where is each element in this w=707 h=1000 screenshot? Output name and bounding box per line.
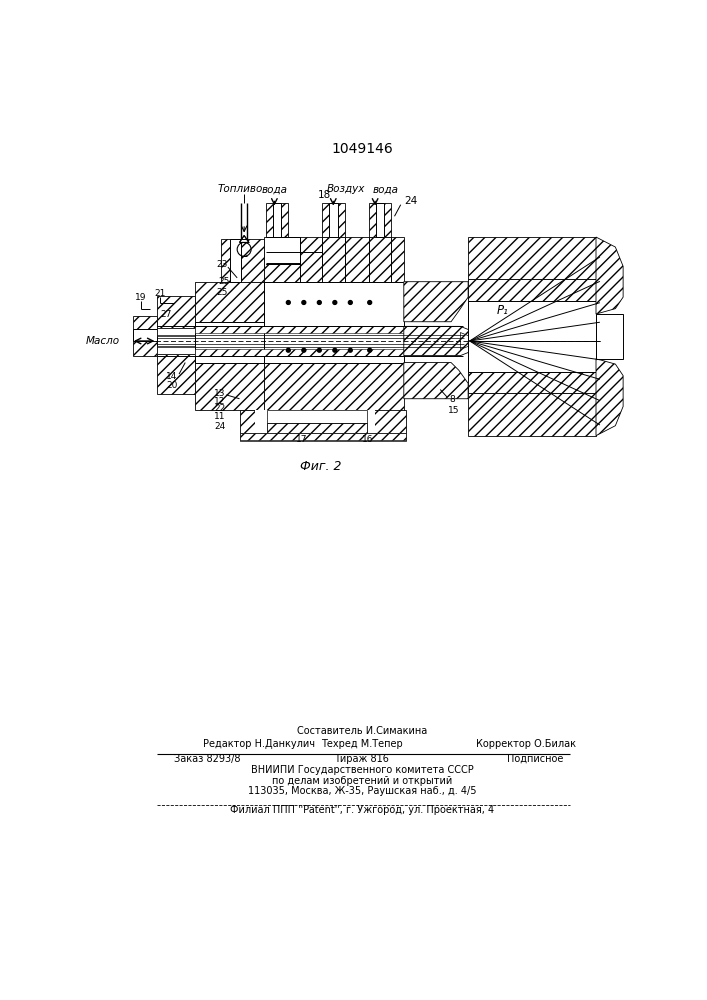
- Text: 15: 15: [448, 406, 460, 415]
- Circle shape: [349, 301, 352, 304]
- Text: 21: 21: [155, 289, 166, 298]
- Bar: [221, 239, 264, 282]
- Polygon shape: [404, 282, 468, 322]
- Bar: [240, 433, 406, 440]
- Text: 23: 23: [217, 260, 228, 269]
- Bar: [158, 346, 194, 354]
- Bar: [468, 372, 596, 393]
- Bar: [468, 237, 596, 279]
- Bar: [132, 329, 158, 341]
- Bar: [266, 237, 300, 264]
- Polygon shape: [460, 333, 469, 349]
- Bar: [240, 410, 406, 433]
- Bar: [158, 328, 194, 336]
- Text: 13: 13: [214, 389, 226, 398]
- Text: Воздух: Воздух: [327, 184, 365, 194]
- Circle shape: [368, 301, 372, 304]
- Bar: [194, 322, 264, 363]
- Bar: [158, 296, 194, 341]
- Bar: [322, 203, 345, 237]
- Text: 22: 22: [214, 404, 226, 413]
- Text: 113035, Москва, Ж-35, Раушская наб., д. 4/5: 113035, Москва, Ж-35, Раушская наб., д. …: [247, 786, 477, 796]
- Bar: [369, 203, 391, 237]
- Bar: [266, 203, 288, 237]
- Circle shape: [286, 301, 291, 304]
- Bar: [265, 238, 298, 264]
- Text: вода: вода: [372, 184, 398, 194]
- Polygon shape: [404, 326, 469, 356]
- Bar: [468, 279, 596, 393]
- Text: 18: 18: [318, 190, 332, 200]
- Bar: [255, 410, 375, 433]
- Circle shape: [333, 301, 337, 304]
- Bar: [264, 282, 404, 363]
- Text: 24: 24: [404, 196, 418, 206]
- Text: 25: 25: [217, 288, 228, 297]
- Text: 11: 11: [214, 412, 226, 421]
- Bar: [230, 239, 241, 282]
- Text: Подписное: Подписное: [507, 754, 563, 764]
- Text: Редактор Н.Данкулич: Редактор Н.Данкулич: [203, 739, 315, 749]
- Text: 12: 12: [214, 397, 226, 406]
- Circle shape: [317, 348, 321, 352]
- Text: 16: 16: [361, 435, 373, 444]
- Text: Составитель И.Симакина: Составитель И.Симакина: [297, 726, 427, 736]
- Text: Тираж 816: Тираж 816: [334, 754, 390, 764]
- Bar: [132, 316, 158, 341]
- Text: Топливо: Топливо: [218, 184, 263, 194]
- Circle shape: [302, 301, 305, 304]
- Text: 17: 17: [296, 435, 308, 444]
- Bar: [264, 237, 404, 282]
- Bar: [468, 301, 596, 372]
- Bar: [264, 363, 404, 413]
- Text: Фиг. 2: Фиг. 2: [300, 460, 341, 473]
- Bar: [132, 341, 158, 356]
- Bar: [267, 410, 368, 423]
- Circle shape: [317, 301, 321, 304]
- Text: по делам изобретений и открытий: по делам изобретений и открытий: [271, 776, 452, 786]
- Polygon shape: [240, 235, 249, 242]
- Text: Корректор О.Билак: Корректор О.Билак: [477, 739, 576, 749]
- Bar: [194, 282, 264, 322]
- Circle shape: [349, 348, 352, 352]
- Bar: [273, 203, 281, 237]
- Text: P₁: P₁: [497, 304, 509, 317]
- Text: ВНИИПИ Государственного комитета СССР: ВНИИПИ Государственного комитета СССР: [250, 765, 473, 775]
- Polygon shape: [596, 359, 623, 436]
- Text: 25: 25: [218, 277, 230, 286]
- Text: 20: 20: [166, 381, 177, 390]
- Text: 19: 19: [135, 293, 147, 302]
- Text: 1049146: 1049146: [331, 142, 393, 156]
- Text: Заказ 8293/8: Заказ 8293/8: [174, 754, 240, 764]
- Polygon shape: [404, 363, 468, 399]
- Bar: [267, 423, 368, 433]
- Bar: [194, 326, 404, 333]
- Text: 8: 8: [450, 395, 455, 404]
- Text: 24: 24: [214, 422, 226, 431]
- Circle shape: [368, 348, 372, 352]
- Bar: [468, 393, 596, 436]
- Polygon shape: [596, 237, 623, 314]
- Bar: [376, 203, 384, 237]
- Circle shape: [333, 348, 337, 352]
- Text: 14: 14: [166, 372, 177, 381]
- Bar: [329, 203, 338, 237]
- Text: 27: 27: [160, 310, 172, 319]
- Circle shape: [286, 348, 291, 352]
- Bar: [468, 279, 596, 301]
- Bar: [240, 433, 406, 441]
- Text: вода: вода: [262, 184, 287, 194]
- Text: Филиал ППП ''Patent'', г. Ужгород, ул. Проектная, 4: Филиал ППП ''Patent'', г. Ужгород, ул. П…: [230, 805, 494, 815]
- Circle shape: [302, 348, 305, 352]
- Text: Масло: Масло: [86, 336, 119, 346]
- Bar: [596, 314, 623, 359]
- Text: Техред М.Тепер: Техред М.Тепер: [321, 739, 403, 749]
- Bar: [158, 328, 194, 354]
- Bar: [194, 349, 404, 356]
- Bar: [194, 363, 264, 410]
- Bar: [158, 354, 194, 394]
